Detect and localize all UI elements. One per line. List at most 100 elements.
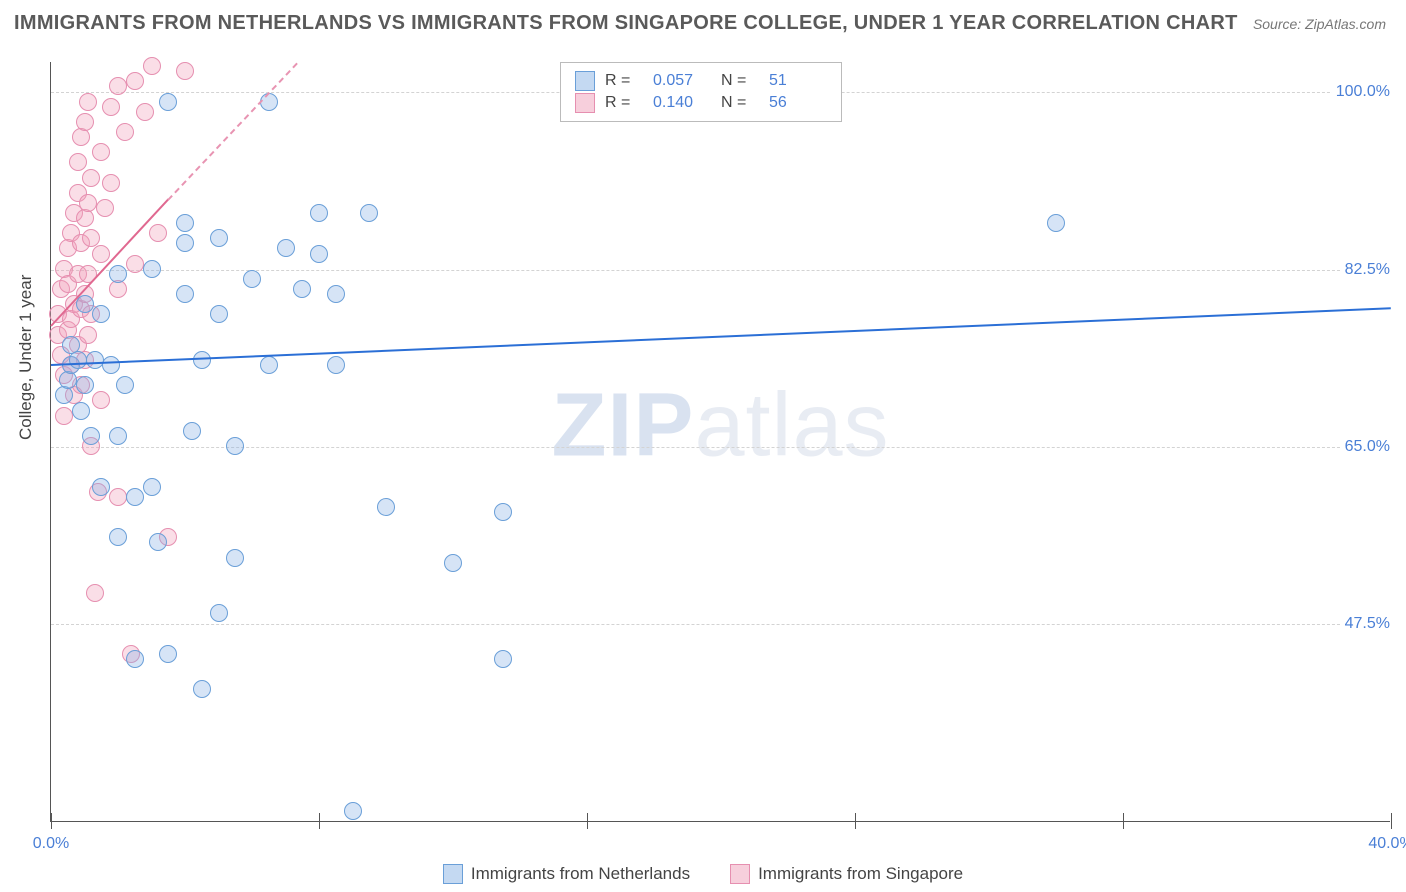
n-label: N = <box>721 72 759 90</box>
point-netherlands <box>494 650 512 668</box>
gridline <box>51 447 1390 448</box>
r-value-netherlands: 0.057 <box>653 72 711 90</box>
point-singapore <box>92 245 110 263</box>
n-value-netherlands: 51 <box>769 72 827 90</box>
point-singapore <box>109 77 127 95</box>
y-tick-label: 65.0% <box>1341 438 1394 456</box>
point-netherlands <box>109 427 127 445</box>
point-netherlands <box>116 376 134 394</box>
legend-stats: R = 0.057 N = 51 R = 0.140 N = 56 <box>560 62 842 122</box>
point-netherlands <box>444 554 462 572</box>
point-netherlands <box>72 402 90 420</box>
source-label: Source: ZipAtlas.com <box>1253 16 1386 32</box>
y-tick-label: 100.0% <box>1332 83 1394 101</box>
point-netherlands <box>59 371 77 389</box>
point-netherlands <box>86 351 104 369</box>
point-singapore <box>55 407 73 425</box>
x-tick <box>319 813 320 829</box>
point-netherlands <box>494 503 512 521</box>
point-netherlands <box>109 528 127 546</box>
point-netherlands <box>176 285 194 303</box>
trendline-singapore-dash <box>168 62 299 200</box>
x-tick <box>1123 813 1124 829</box>
point-singapore <box>143 57 161 75</box>
point-netherlands <box>76 376 94 394</box>
swatch-singapore-icon <box>575 93 595 113</box>
point-singapore <box>79 93 97 111</box>
swatch-singapore-icon <box>730 864 750 884</box>
point-singapore <box>116 123 134 141</box>
point-netherlands <box>92 478 110 496</box>
point-singapore <box>126 72 144 90</box>
watermark-rest: atlas <box>694 376 889 476</box>
point-netherlands <box>210 604 228 622</box>
point-singapore <box>79 326 97 344</box>
point-netherlands <box>377 498 395 516</box>
gridline <box>51 624 1390 625</box>
x-tick-label: 40.0% <box>1368 835 1406 853</box>
point-netherlands <box>193 351 211 369</box>
legend-item-singapore: Immigrants from Singapore <box>730 864 963 884</box>
point-netherlands <box>159 93 177 111</box>
point-singapore <box>96 199 114 217</box>
point-netherlands <box>226 437 244 455</box>
point-singapore <box>86 584 104 602</box>
point-netherlands <box>183 422 201 440</box>
n-label: N = <box>721 94 759 112</box>
point-netherlands <box>126 650 144 668</box>
r-value-singapore: 0.140 <box>653 94 711 112</box>
point-netherlands <box>149 533 167 551</box>
point-netherlands <box>102 356 120 374</box>
point-singapore <box>176 62 194 80</box>
swatch-netherlands-icon <box>443 864 463 884</box>
point-singapore <box>149 224 167 242</box>
point-singapore <box>79 194 97 212</box>
point-netherlands <box>69 351 87 369</box>
x-tick-label: 0.0% <box>33 835 69 853</box>
r-label: R = <box>605 72 643 90</box>
legend-label-netherlands: Immigrants from Netherlands <box>471 864 690 884</box>
point-netherlands <box>55 386 73 404</box>
point-singapore <box>92 143 110 161</box>
point-netherlands <box>327 356 345 374</box>
x-tick <box>51 813 52 829</box>
point-netherlands <box>260 93 278 111</box>
point-netherlands <box>243 270 261 288</box>
point-netherlands <box>82 427 100 445</box>
r-label: R = <box>605 94 643 112</box>
point-netherlands <box>1047 214 1065 232</box>
point-singapore <box>109 488 127 506</box>
swatch-netherlands-icon <box>575 71 595 91</box>
legend-item-netherlands: Immigrants from Netherlands <box>443 864 690 884</box>
point-singapore <box>76 209 94 227</box>
y-tick-label: 82.5% <box>1341 261 1394 279</box>
point-netherlands <box>126 488 144 506</box>
point-singapore <box>126 255 144 273</box>
point-singapore <box>92 391 110 409</box>
legend-label-singapore: Immigrants from Singapore <box>758 864 963 884</box>
point-netherlands <box>310 245 328 263</box>
x-tick <box>1391 813 1392 829</box>
point-netherlands <box>143 260 161 278</box>
n-value-singapore: 56 <box>769 94 827 112</box>
point-singapore <box>76 113 94 131</box>
point-netherlands <box>226 549 244 567</box>
point-netherlands <box>327 285 345 303</box>
point-netherlands <box>176 214 194 232</box>
legend-row-netherlands: R = 0.057 N = 51 <box>575 71 827 91</box>
point-singapore <box>102 174 120 192</box>
point-netherlands <box>176 234 194 252</box>
watermark: ZIPatlas <box>551 375 889 478</box>
legend-row-singapore: R = 0.140 N = 56 <box>575 93 827 113</box>
point-netherlands <box>92 305 110 323</box>
point-netherlands <box>210 229 228 247</box>
point-netherlands <box>109 265 127 283</box>
point-netherlands <box>143 478 161 496</box>
legend-series: Immigrants from Netherlands Immigrants f… <box>0 864 1406 884</box>
point-singapore <box>102 98 120 116</box>
point-netherlands <box>277 239 295 257</box>
y-axis-label: College, Under 1 year <box>16 275 36 440</box>
point-singapore <box>136 103 154 121</box>
y-tick-label: 47.5% <box>1341 615 1394 633</box>
watermark-bold: ZIP <box>551 376 694 476</box>
